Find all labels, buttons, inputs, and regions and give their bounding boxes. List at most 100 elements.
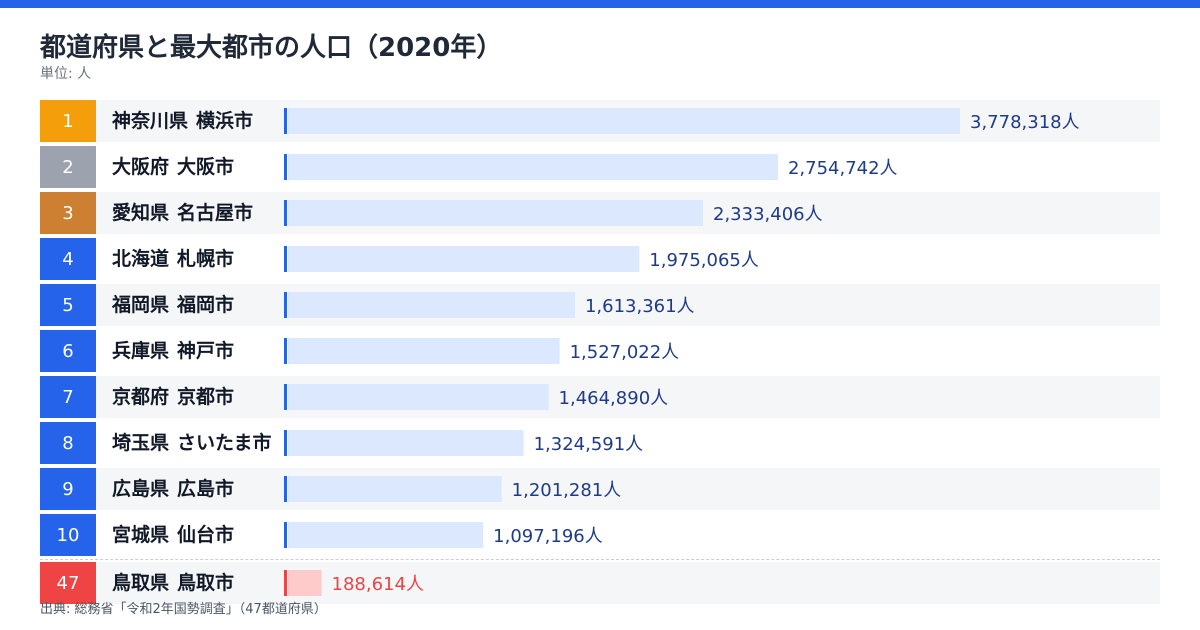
chart-row: 5 福岡県 福岡市 1,613,361人 [40,284,1160,326]
rank-badge: 2 [40,146,96,188]
row-label: 北海道 札幌市 [112,238,282,280]
row-label: 兵庫県 神戸市 [112,330,282,372]
prefecture-name: 北海道 [112,248,170,270]
chart-row: 47 鳥取県 鳥取市 188,614人 [40,562,1160,604]
prefecture-name: 広島県 [112,478,170,500]
value-label: 1,464,890人 [559,388,669,409]
bar-area: 1,975,065人 [284,246,759,272]
chart-title: 都道府県と最大都市の人口（2020年） [40,33,503,63]
bar-edge-marker [284,476,287,502]
city-name: 京都市 [177,386,235,408]
prefecture-name: 兵庫県 [112,340,170,362]
row-label: 神奈川県 横浜市 [112,100,282,142]
bar-area: 3,778,318人 [284,108,1080,134]
city-name: 名古屋市 [177,202,254,224]
city-name: 仙台市 [177,524,235,546]
city-name: 札幌市 [177,248,235,270]
top-accent-bar [0,0,1200,8]
prefecture-name: 神奈川県 [112,110,189,132]
bar-area: 1,097,196人 [284,522,603,548]
bar [288,108,960,134]
bar [288,384,549,410]
rank-badge: 9 [40,468,96,510]
value-label: 188,614人 [332,574,424,595]
prefecture-name: 宮城県 [112,524,170,546]
bar [288,200,704,226]
bar [288,476,502,502]
value-label: 1,201,281人 [512,480,622,501]
chart-row: 8 埼玉県 さいたま市 1,324,591人 [40,422,1160,464]
prefecture-name: 大阪府 [112,156,170,178]
bar-edge-marker [284,570,287,596]
bar [288,292,575,318]
unit-label: 単位: 人 [40,66,92,82]
prefecture-name: 福岡県 [112,294,170,316]
chart-row: 10 宮城県 仙台市 1,097,196人 [40,514,1160,556]
rank-badge: 10 [40,514,96,556]
bar-area: 2,754,742人 [284,154,898,180]
value-label: 1,975,065人 [649,250,759,271]
value-label: 1,097,196人 [493,526,603,547]
source-note: 出典: 総務省「令和2年国勢調査」（47都道府県） [40,602,327,617]
chart-row: 4 北海道 札幌市 1,975,065人 [40,238,1160,280]
row-label: 愛知県 名古屋市 [112,192,282,234]
value-label: 2,333,406人 [713,204,823,225]
value-label: 2,754,742人 [788,158,898,179]
chart-row: 2 大阪府 大阪市 2,754,742人 [40,146,1160,188]
rank-badge: 1 [40,100,96,142]
row-label: 福岡県 福岡市 [112,284,282,326]
chart-row: 7 京都府 京都市 1,464,890人 [40,376,1160,418]
bar-edge-marker [284,154,287,180]
row-label: 広島県 広島市 [112,468,282,510]
city-name: さいたま市 [177,432,272,454]
chart-row: 6 兵庫県 神戸市 1,527,022人 [40,330,1160,372]
bar [288,338,560,364]
value-label: 1,613,361人 [585,296,695,317]
city-name: 横浜市 [196,110,254,132]
rank-badge: 5 [40,284,96,326]
bar-edge-marker [284,292,287,318]
value-label: 1,324,591人 [534,434,644,455]
city-name: 鳥取市 [177,572,235,594]
bar [288,522,484,548]
bar-area: 1,464,890人 [284,384,669,410]
bar-edge-marker [284,338,287,364]
chart-row: 3 愛知県 名古屋市 2,333,406人 [40,192,1160,234]
bar-area: 188,614人 [284,570,424,596]
city-name: 福岡市 [177,294,235,316]
bar-area: 2,333,406人 [284,200,823,226]
row-label: 京都府 京都市 [112,376,282,418]
bar-edge-marker [284,246,287,272]
row-label: 宮城県 仙台市 [112,514,282,556]
rank-badge: 7 [40,376,96,418]
prefecture-name: 鳥取県 [112,572,170,594]
bar-edge-marker [284,384,287,410]
bar [288,154,778,180]
rank-badge: 6 [40,330,96,372]
prefecture-name: 埼玉県 [112,432,170,454]
prefecture-name: 京都府 [112,386,170,408]
bar-edge-marker [284,108,287,134]
rank-badge: 8 [40,422,96,464]
bar-edge-marker [284,200,287,226]
rank-badge: 4 [40,238,96,280]
rank-gap-separator [40,559,1160,560]
city-name: 神戸市 [177,340,235,362]
bar-area: 1,527,022人 [284,338,680,364]
rank-badge: 47 [40,562,96,604]
row-label: 埼玉県 さいたま市 [112,422,282,464]
rank-badge: 3 [40,192,96,234]
bar-area: 1,324,591人 [284,430,644,456]
value-label: 1,527,022人 [570,342,680,363]
bar-edge-marker [284,430,287,456]
chart-row: 1 神奈川県 横浜市 3,778,318人 [40,100,1160,142]
bar [288,570,322,596]
city-name: 広島市 [177,478,235,500]
row-label: 大阪府 大阪市 [112,146,282,188]
bar [288,430,524,456]
city-name: 大阪市 [177,156,235,178]
bar-area: 1,613,361人 [284,292,695,318]
bar [288,246,640,272]
chart-row: 9 広島県 広島市 1,201,281人 [40,468,1160,510]
bar-area: 1,201,281人 [284,476,622,502]
